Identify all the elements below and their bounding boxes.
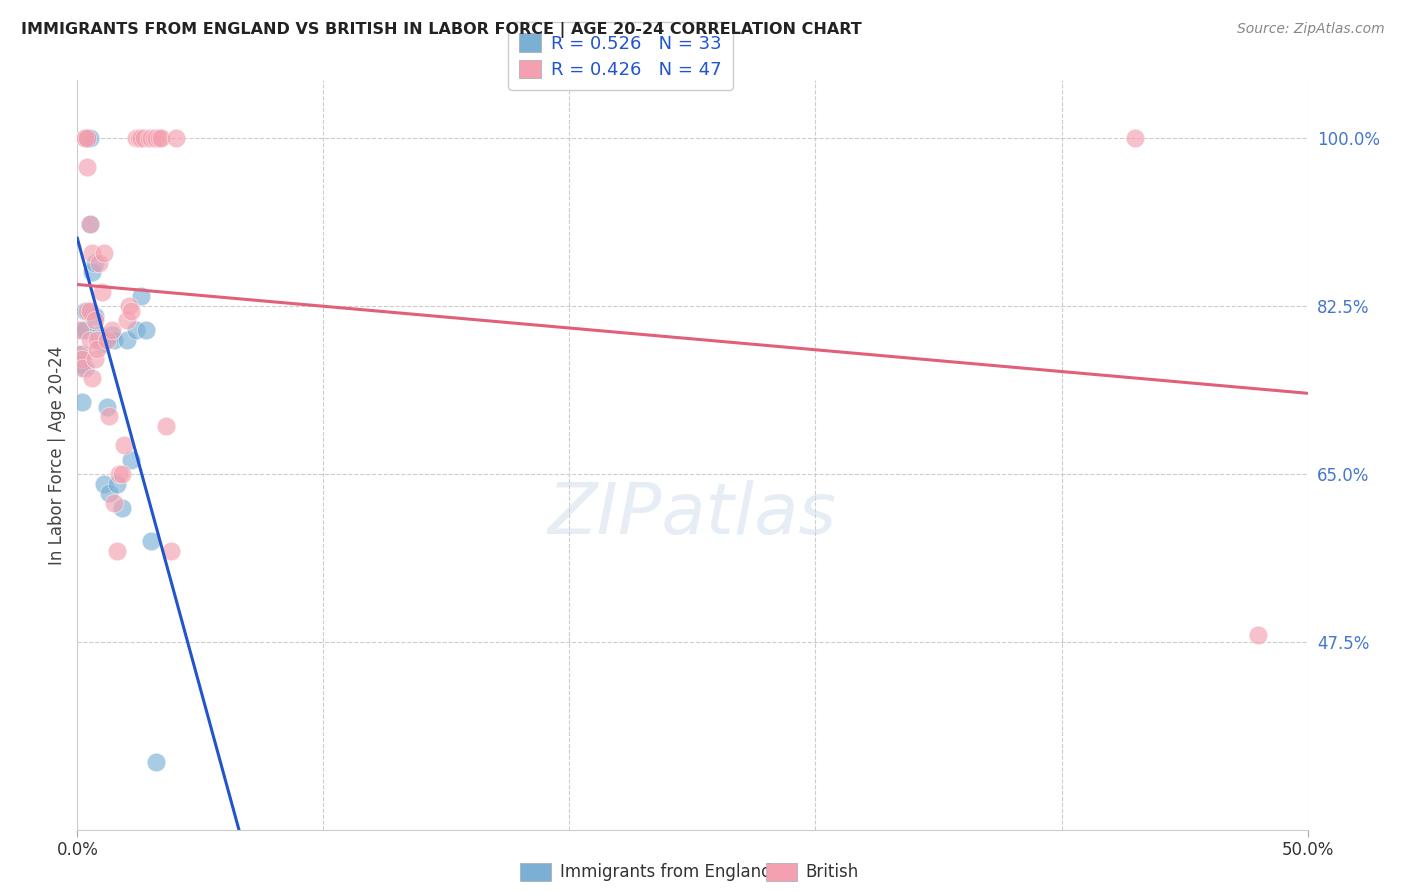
Y-axis label: In Labor Force | Age 20-24: In Labor Force | Age 20-24 xyxy=(48,345,66,565)
Point xyxy=(98,409,121,424)
Point xyxy=(105,544,128,558)
Point xyxy=(69,323,91,337)
Point xyxy=(101,323,124,337)
Point xyxy=(112,438,135,452)
Point xyxy=(70,351,93,366)
Point xyxy=(129,131,153,145)
Text: Source: ZipAtlas.com: Source: ZipAtlas.com xyxy=(1237,22,1385,37)
Point xyxy=(73,131,96,145)
Legend: R = 0.526   N = 33, R = 0.426   N = 47: R = 0.526 N = 33, R = 0.426 N = 47 xyxy=(508,22,733,90)
Point xyxy=(165,131,187,145)
Point xyxy=(79,131,101,145)
Text: ZIPatlas: ZIPatlas xyxy=(548,481,837,549)
Point xyxy=(98,486,121,500)
Point xyxy=(111,467,132,482)
Point xyxy=(138,131,160,145)
Point xyxy=(132,131,155,145)
Point xyxy=(73,131,96,145)
Point xyxy=(125,131,148,145)
Point xyxy=(145,756,167,770)
Point xyxy=(79,333,101,347)
Point xyxy=(83,313,105,327)
Point xyxy=(86,343,108,357)
Point xyxy=(155,419,177,434)
Point xyxy=(73,303,96,318)
Text: Immigrants from England: Immigrants from England xyxy=(560,863,772,881)
Point xyxy=(83,351,105,366)
Point xyxy=(150,131,173,145)
Point xyxy=(141,534,163,549)
Point xyxy=(93,476,115,491)
Point xyxy=(82,265,104,279)
Point xyxy=(76,131,98,145)
Point xyxy=(69,347,91,361)
Point xyxy=(70,323,93,337)
Point xyxy=(108,467,131,482)
Point xyxy=(135,323,157,337)
Point xyxy=(73,131,96,145)
Point xyxy=(105,476,128,491)
Point xyxy=(76,160,98,174)
Point xyxy=(70,361,93,376)
Point xyxy=(118,299,141,313)
Point xyxy=(73,323,96,337)
Point xyxy=(90,337,114,351)
Point xyxy=(79,303,101,318)
Point xyxy=(90,285,114,299)
Point xyxy=(115,333,138,347)
Point xyxy=(1125,131,1147,145)
Text: British: British xyxy=(806,863,859,881)
Point xyxy=(121,452,143,467)
Point xyxy=(1247,627,1270,641)
Point xyxy=(160,544,183,558)
Point xyxy=(70,395,93,409)
Point xyxy=(76,131,98,145)
Point xyxy=(103,496,125,510)
Point xyxy=(101,327,124,342)
Point xyxy=(76,303,98,318)
Point xyxy=(142,131,165,145)
Point xyxy=(115,313,138,327)
Point xyxy=(69,357,91,371)
Point xyxy=(83,256,105,270)
Text: IMMIGRANTS FROM ENGLAND VS BRITISH IN LABOR FORCE | AGE 20-24 CORRELATION CHART: IMMIGRANTS FROM ENGLAND VS BRITISH IN LA… xyxy=(21,22,862,38)
Point xyxy=(145,131,167,145)
Point xyxy=(89,327,111,342)
Point xyxy=(79,218,101,232)
Point xyxy=(96,400,118,414)
Point xyxy=(76,131,98,145)
Point xyxy=(86,333,108,347)
Point xyxy=(79,218,101,232)
Point xyxy=(93,246,115,260)
Point xyxy=(128,131,150,145)
Point xyxy=(89,256,111,270)
Point xyxy=(70,347,93,361)
Point xyxy=(96,333,118,347)
Point xyxy=(73,361,96,376)
Point xyxy=(103,333,125,347)
Point xyxy=(83,309,105,323)
Point xyxy=(125,323,148,337)
Point xyxy=(76,131,98,145)
Point xyxy=(121,303,143,318)
Point xyxy=(82,246,104,260)
Point xyxy=(111,500,132,515)
Point xyxy=(76,131,98,145)
Point xyxy=(141,131,163,145)
Point xyxy=(148,131,170,145)
Point xyxy=(82,371,104,385)
Point xyxy=(129,289,153,303)
